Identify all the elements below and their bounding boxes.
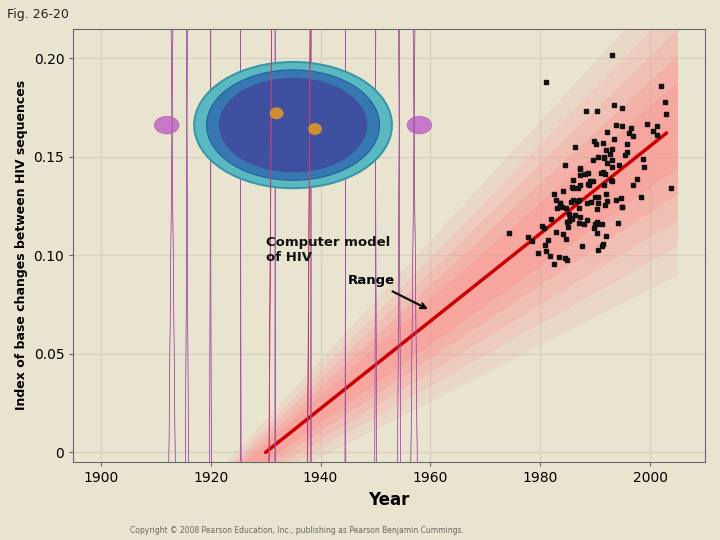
Ellipse shape (251, 0, 291, 540)
Y-axis label: Index of base changes between HIV sequences: Index of base changes between HIV sequen… (15, 80, 28, 410)
Ellipse shape (160, 0, 184, 540)
Text: Fig. 26-20: Fig. 26-20 (7, 8, 69, 21)
Ellipse shape (407, 116, 432, 134)
Ellipse shape (368, 0, 384, 540)
Text: Copyright © 2008 Pearson Education, Inc., publishing as Pearson Benjamin Cumming: Copyright © 2008 Pearson Education, Inc.… (130, 525, 464, 535)
Ellipse shape (310, 0, 312, 540)
Ellipse shape (202, 0, 218, 540)
Ellipse shape (235, 0, 246, 540)
Text: Range: Range (348, 274, 426, 308)
Ellipse shape (308, 123, 322, 135)
Ellipse shape (402, 0, 426, 540)
Ellipse shape (176, 0, 197, 540)
Ellipse shape (389, 0, 410, 540)
Ellipse shape (270, 107, 284, 119)
Ellipse shape (154, 116, 179, 134)
Ellipse shape (274, 0, 276, 540)
X-axis label: Year: Year (369, 491, 410, 509)
Ellipse shape (310, 0, 312, 540)
Ellipse shape (160, 0, 184, 540)
Ellipse shape (341, 0, 351, 540)
Ellipse shape (402, 0, 426, 540)
Ellipse shape (341, 0, 351, 540)
Ellipse shape (176, 0, 197, 540)
Ellipse shape (289, 0, 330, 540)
Ellipse shape (207, 70, 379, 180)
Ellipse shape (202, 0, 218, 540)
Ellipse shape (219, 78, 367, 172)
Ellipse shape (235, 0, 246, 540)
Text: Computer model
of HIV: Computer model of HIV (266, 235, 390, 264)
Ellipse shape (274, 0, 276, 540)
Ellipse shape (389, 0, 410, 540)
Ellipse shape (368, 0, 384, 540)
Ellipse shape (194, 62, 392, 188)
